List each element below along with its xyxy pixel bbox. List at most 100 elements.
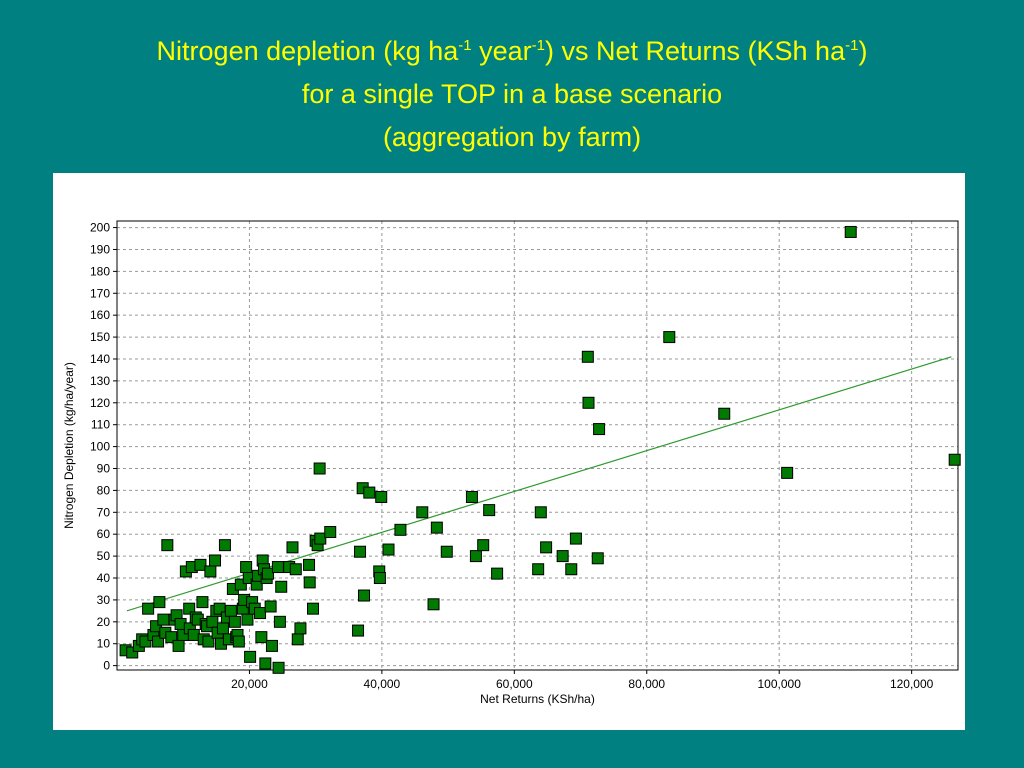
y-tick-label: 190 — [90, 242, 110, 256]
data-point — [375, 490, 388, 503]
data-point — [532, 563, 545, 576]
data-point — [593, 423, 606, 436]
data-point — [354, 545, 367, 558]
x-axis-title: Net Returns (KSh/ha) — [480, 692, 595, 706]
title-superscript-2: -1 — [531, 37, 545, 54]
data-point — [204, 565, 217, 578]
data-point — [358, 589, 371, 602]
data-point — [157, 613, 170, 626]
y-tick-label: 20 — [97, 615, 111, 629]
data-point — [152, 635, 165, 648]
y-tick-label: 150 — [90, 330, 110, 344]
data-point — [430, 521, 443, 534]
data-point — [271, 561, 284, 574]
y-tick-label: 40 — [97, 571, 111, 585]
title-line-1-part-a: Nitrogen depletion (kg ha — [156, 36, 459, 66]
data-point — [150, 620, 163, 633]
title-line-1-part-b: year — [471, 36, 532, 66]
data-point — [718, 407, 731, 420]
data-point — [172, 639, 185, 652]
y-tick-label: 90 — [97, 461, 111, 475]
x-tick-label: 60,000 — [496, 677, 533, 691]
data-point — [373, 572, 386, 585]
data-point — [234, 578, 247, 591]
data-point — [254, 607, 267, 620]
data-point — [556, 550, 569, 563]
data-point — [218, 539, 231, 552]
data-point — [363, 486, 376, 499]
x-tick-label: 20,000 — [231, 677, 268, 691]
data-point — [416, 506, 429, 519]
data-point — [228, 615, 241, 628]
data-point — [781, 466, 794, 479]
data-point — [224, 604, 237, 617]
data-point — [202, 635, 215, 648]
y-tick-label: 80 — [97, 483, 111, 497]
x-tick-label: 40,000 — [364, 677, 401, 691]
data-point — [352, 624, 365, 637]
data-point — [303, 576, 316, 589]
data-point — [491, 567, 504, 580]
y-tick-label: 100 — [90, 440, 110, 454]
y-axis-title: Nitrogen Depletion (kg/ha/year) — [62, 362, 76, 529]
data-point — [165, 631, 178, 644]
data-point — [394, 523, 407, 536]
y-tick-label: 50 — [97, 549, 111, 563]
data-point — [241, 613, 254, 626]
data-point — [313, 462, 326, 475]
data-point — [240, 561, 253, 574]
axis-ticks: 0 10 20 30 40 50 60 70 80 90 100 110 120 130 140 150 160… — [90, 221, 934, 691]
data-point — [469, 550, 482, 563]
data-point — [264, 600, 277, 613]
x-tick-label: 100,000 — [758, 677, 802, 691]
data-point — [183, 602, 196, 615]
data-point — [324, 526, 337, 539]
data-point — [244, 650, 257, 663]
y-tick-label: 180 — [90, 264, 110, 278]
data-point — [209, 554, 222, 567]
data-point — [289, 563, 302, 576]
title-superscript-3: -1 — [845, 37, 859, 54]
data-point — [272, 661, 285, 674]
data-point — [139, 635, 152, 648]
data-point — [483, 504, 496, 517]
data-point — [206, 615, 219, 628]
data-point — [153, 596, 166, 609]
data-point — [591, 552, 604, 565]
data-point — [273, 615, 286, 628]
title-line-3: (aggregation by farm) — [382, 122, 642, 152]
chart-panel: 0 10 20 30 40 50 60 70 80 90 100 110 120 130 140 150 160… — [53, 173, 965, 730]
y-tick-label: 160 — [90, 308, 110, 322]
y-tick-label: 120 — [90, 396, 110, 410]
data-point — [286, 541, 299, 554]
data-point — [314, 532, 327, 545]
y-tick-label: 10 — [97, 637, 111, 651]
data-point — [427, 598, 440, 611]
data-point — [948, 453, 961, 466]
data-point — [294, 622, 307, 635]
y-tick-label: 30 — [97, 593, 111, 607]
data-point — [477, 539, 490, 552]
data-point — [275, 580, 288, 593]
title-line-1-part-c: ) vs Net Returns (KSh ha — [544, 36, 846, 66]
data-point — [540, 541, 553, 554]
data-point — [255, 631, 268, 644]
title-line-2: for a single TOP in a base scenario — [301, 79, 723, 109]
data-point — [663, 331, 676, 344]
data-point — [196, 596, 209, 609]
y-tick-label: 170 — [90, 286, 110, 300]
y-tick-label: 110 — [91, 418, 110, 432]
data-point — [565, 563, 578, 576]
scatter-chart: 0 10 20 30 40 50 60 70 80 90 100 110 120 130 140 150 160… — [62, 220, 961, 706]
data-point — [265, 639, 278, 652]
y-tick-label: 200 — [90, 221, 110, 235]
data-point — [259, 657, 272, 670]
y-tick-label: 140 — [90, 352, 110, 366]
data-point — [569, 532, 582, 545]
data-point — [465, 490, 478, 503]
y-tick-label: 0 — [103, 659, 110, 673]
data-point — [187, 628, 200, 641]
data-point — [261, 567, 274, 580]
title-line-1-part-d: ) — [858, 36, 868, 66]
data-point — [844, 225, 857, 238]
